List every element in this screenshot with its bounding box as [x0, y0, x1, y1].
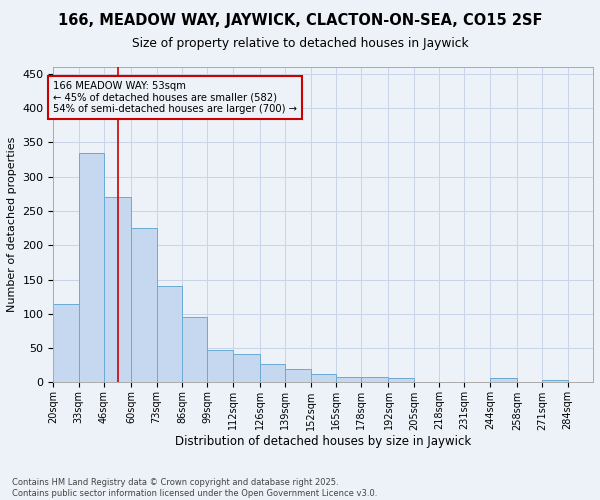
Bar — [260, 364, 285, 382]
Bar — [207, 350, 233, 382]
Bar — [285, 369, 311, 382]
Text: 166 MEADOW WAY: 53sqm
← 45% of detached houses are smaller (582)
54% of semi-det: 166 MEADOW WAY: 53sqm ← 45% of detached … — [53, 80, 298, 114]
Bar — [104, 198, 131, 382]
Text: 166, MEADOW WAY, JAYWICK, CLACTON-ON-SEA, CO15 2SF: 166, MEADOW WAY, JAYWICK, CLACTON-ON-SEA… — [58, 12, 542, 28]
Bar — [336, 377, 361, 382]
Bar — [233, 354, 260, 382]
Bar — [53, 304, 79, 382]
Bar — [131, 228, 157, 382]
Bar — [490, 378, 517, 382]
Text: Size of property relative to detached houses in Jaywick: Size of property relative to detached ho… — [131, 38, 469, 51]
X-axis label: Distribution of detached houses by size in Jaywick: Distribution of detached houses by size … — [175, 435, 472, 448]
Bar — [311, 374, 336, 382]
Y-axis label: Number of detached properties: Number of detached properties — [7, 137, 17, 312]
Bar — [388, 378, 414, 382]
Bar — [79, 152, 104, 382]
Bar — [361, 377, 388, 382]
Text: Contains HM Land Registry data © Crown copyright and database right 2025.
Contai: Contains HM Land Registry data © Crown c… — [12, 478, 377, 498]
Bar — [182, 318, 207, 382]
Bar — [542, 380, 568, 382]
Bar — [157, 286, 182, 382]
